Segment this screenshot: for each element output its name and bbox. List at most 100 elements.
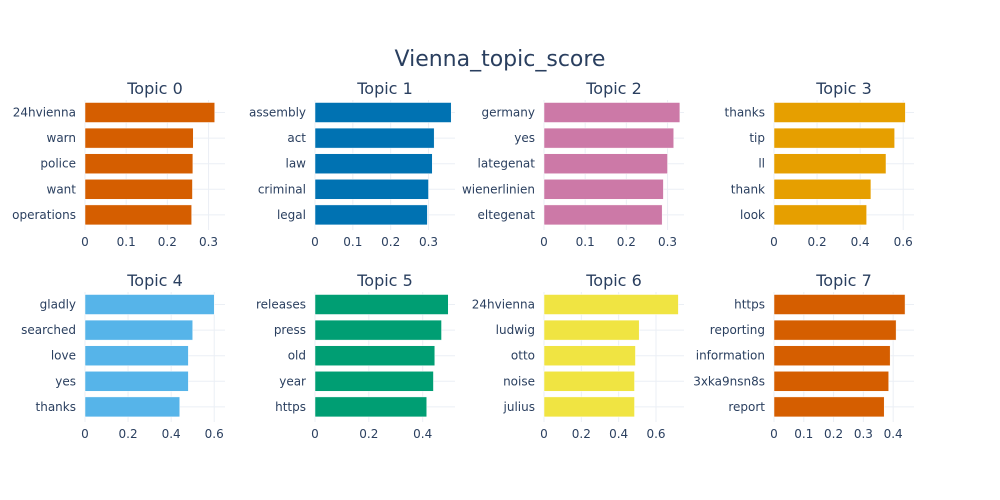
bar: [314, 153, 433, 174]
x-tick-label: 0.2: [119, 427, 138, 441]
bar: [84, 153, 194, 174]
x-tick-label: 0.2: [808, 235, 827, 249]
category-label: eltegenat: [478, 208, 536, 222]
x-tick-label: 0.3: [854, 427, 873, 441]
x-tick-label: 0.3: [658, 235, 677, 249]
bar: [543, 294, 679, 315]
bar: [314, 319, 442, 341]
x-tick-label: 0.4: [884, 427, 903, 441]
x-tick-label: 0: [540, 427, 548, 441]
x-tick-label: 0.2: [359, 427, 378, 441]
bar: [543, 179, 664, 200]
x-tick-label: 0.2: [617, 235, 636, 249]
bar: [314, 294, 449, 315]
x-tick-label: 0.2: [158, 235, 177, 249]
bar: [773, 153, 887, 174]
bar: [314, 396, 427, 418]
category-label: noise: [503, 374, 535, 388]
panel-title: Topic 7: [815, 271, 872, 290]
category-label: 24hvienna: [472, 298, 535, 312]
category-label: thanks: [725, 106, 765, 120]
category-label: press: [274, 323, 306, 337]
category-label: germany: [482, 106, 535, 120]
bar: [543, 127, 674, 149]
x-tick-label: 0.1: [576, 235, 595, 249]
x-tick-label: 0.1: [343, 235, 362, 249]
panel-topic-5: Topic 5 releases press old year https 0 0.2 0.4: [256, 271, 455, 441]
bar: [543, 345, 636, 366]
x-tick-label: 0: [311, 235, 319, 249]
category-label: information: [696, 349, 765, 363]
panel-topic-4: Topic 4 gladly searched love yes thanks 0 0.2 0.…: [21, 271, 225, 441]
category-label: wienerlinien: [462, 182, 535, 196]
category-label: julius: [503, 400, 535, 414]
x-tick-label: 0.4: [609, 427, 628, 441]
x-tick-label: 0.6: [205, 427, 224, 441]
category-label: report: [728, 400, 765, 414]
panel-topic-7: Topic 7 https reporting information 3xka9nsn…: [693, 271, 914, 441]
x-tick-label: 0: [770, 235, 778, 249]
category-label: criminal: [258, 182, 306, 196]
category-label: 24hvienna: [13, 106, 76, 120]
bar: [84, 319, 193, 341]
category-label: yes: [514, 131, 535, 145]
bar: [84, 371, 189, 392]
category-label: https: [275, 400, 306, 414]
bar: [773, 371, 889, 392]
bar: [773, 294, 906, 315]
x-tick-label: 0.1: [117, 235, 136, 249]
category-label: assembly: [249, 106, 306, 120]
x-tick-label: 0.1: [794, 427, 813, 441]
bar: [773, 204, 867, 226]
panel-topic-3: Topic 3 thanks tip ll thank look 0 0.2 0.4 0.6: [725, 79, 914, 249]
category-label: yes: [55, 374, 76, 388]
bar: [543, 153, 668, 174]
panel-topic-6: Topic 6 24hvienna ludwig otto noise julius 0 0.…: [472, 271, 684, 441]
bar: [543, 396, 635, 418]
bar: [314, 204, 428, 226]
panel-title: Topic 5: [356, 271, 413, 290]
category-label: legal: [277, 208, 306, 222]
bar: [543, 102, 681, 123]
bar: [773, 179, 872, 200]
category-label: police: [40, 157, 76, 171]
x-tick-label: 0.6: [646, 427, 665, 441]
panel-title: Topic 3: [815, 79, 872, 98]
category-label: releases: [256, 298, 306, 312]
category-label: tip: [749, 131, 765, 145]
category-label: old: [288, 349, 306, 363]
x-tick-label: 0: [311, 427, 319, 441]
category-label: thank: [731, 182, 765, 196]
category-label: act: [287, 131, 306, 145]
bar: [773, 345, 891, 366]
category-label: reporting: [710, 323, 765, 337]
bar: [314, 371, 434, 392]
category-label: love: [51, 349, 76, 363]
category-label: operations: [12, 208, 76, 222]
bar: [314, 345, 436, 366]
panel-title: Topic 2: [585, 79, 642, 98]
category-label: searched: [21, 323, 76, 337]
bar: [314, 102, 452, 123]
bar: [773, 127, 895, 149]
x-tick-label: 0.2: [381, 235, 400, 249]
chart-title: Vienna_topic_score: [395, 47, 606, 72]
x-tick-label: 0: [81, 427, 89, 441]
bar: [543, 371, 635, 392]
category-label: look: [740, 208, 765, 222]
category-label: want: [47, 182, 77, 196]
panel-title: Topic 0: [126, 79, 183, 98]
bar: [314, 179, 429, 200]
category-label: gladly: [40, 298, 76, 312]
x-tick-label: 0: [540, 235, 548, 249]
category-label: year: [279, 374, 306, 388]
category-label: ll: [758, 157, 765, 171]
panel-title: Topic 4: [126, 271, 183, 290]
bar: [773, 396, 885, 418]
x-tick-label: 0.4: [413, 427, 432, 441]
panel-topic-0: Topic 0 24hvienna warn police want operations…: [12, 79, 225, 249]
category-label: ludwig: [496, 323, 535, 337]
x-tick-label: 0: [81, 235, 89, 249]
